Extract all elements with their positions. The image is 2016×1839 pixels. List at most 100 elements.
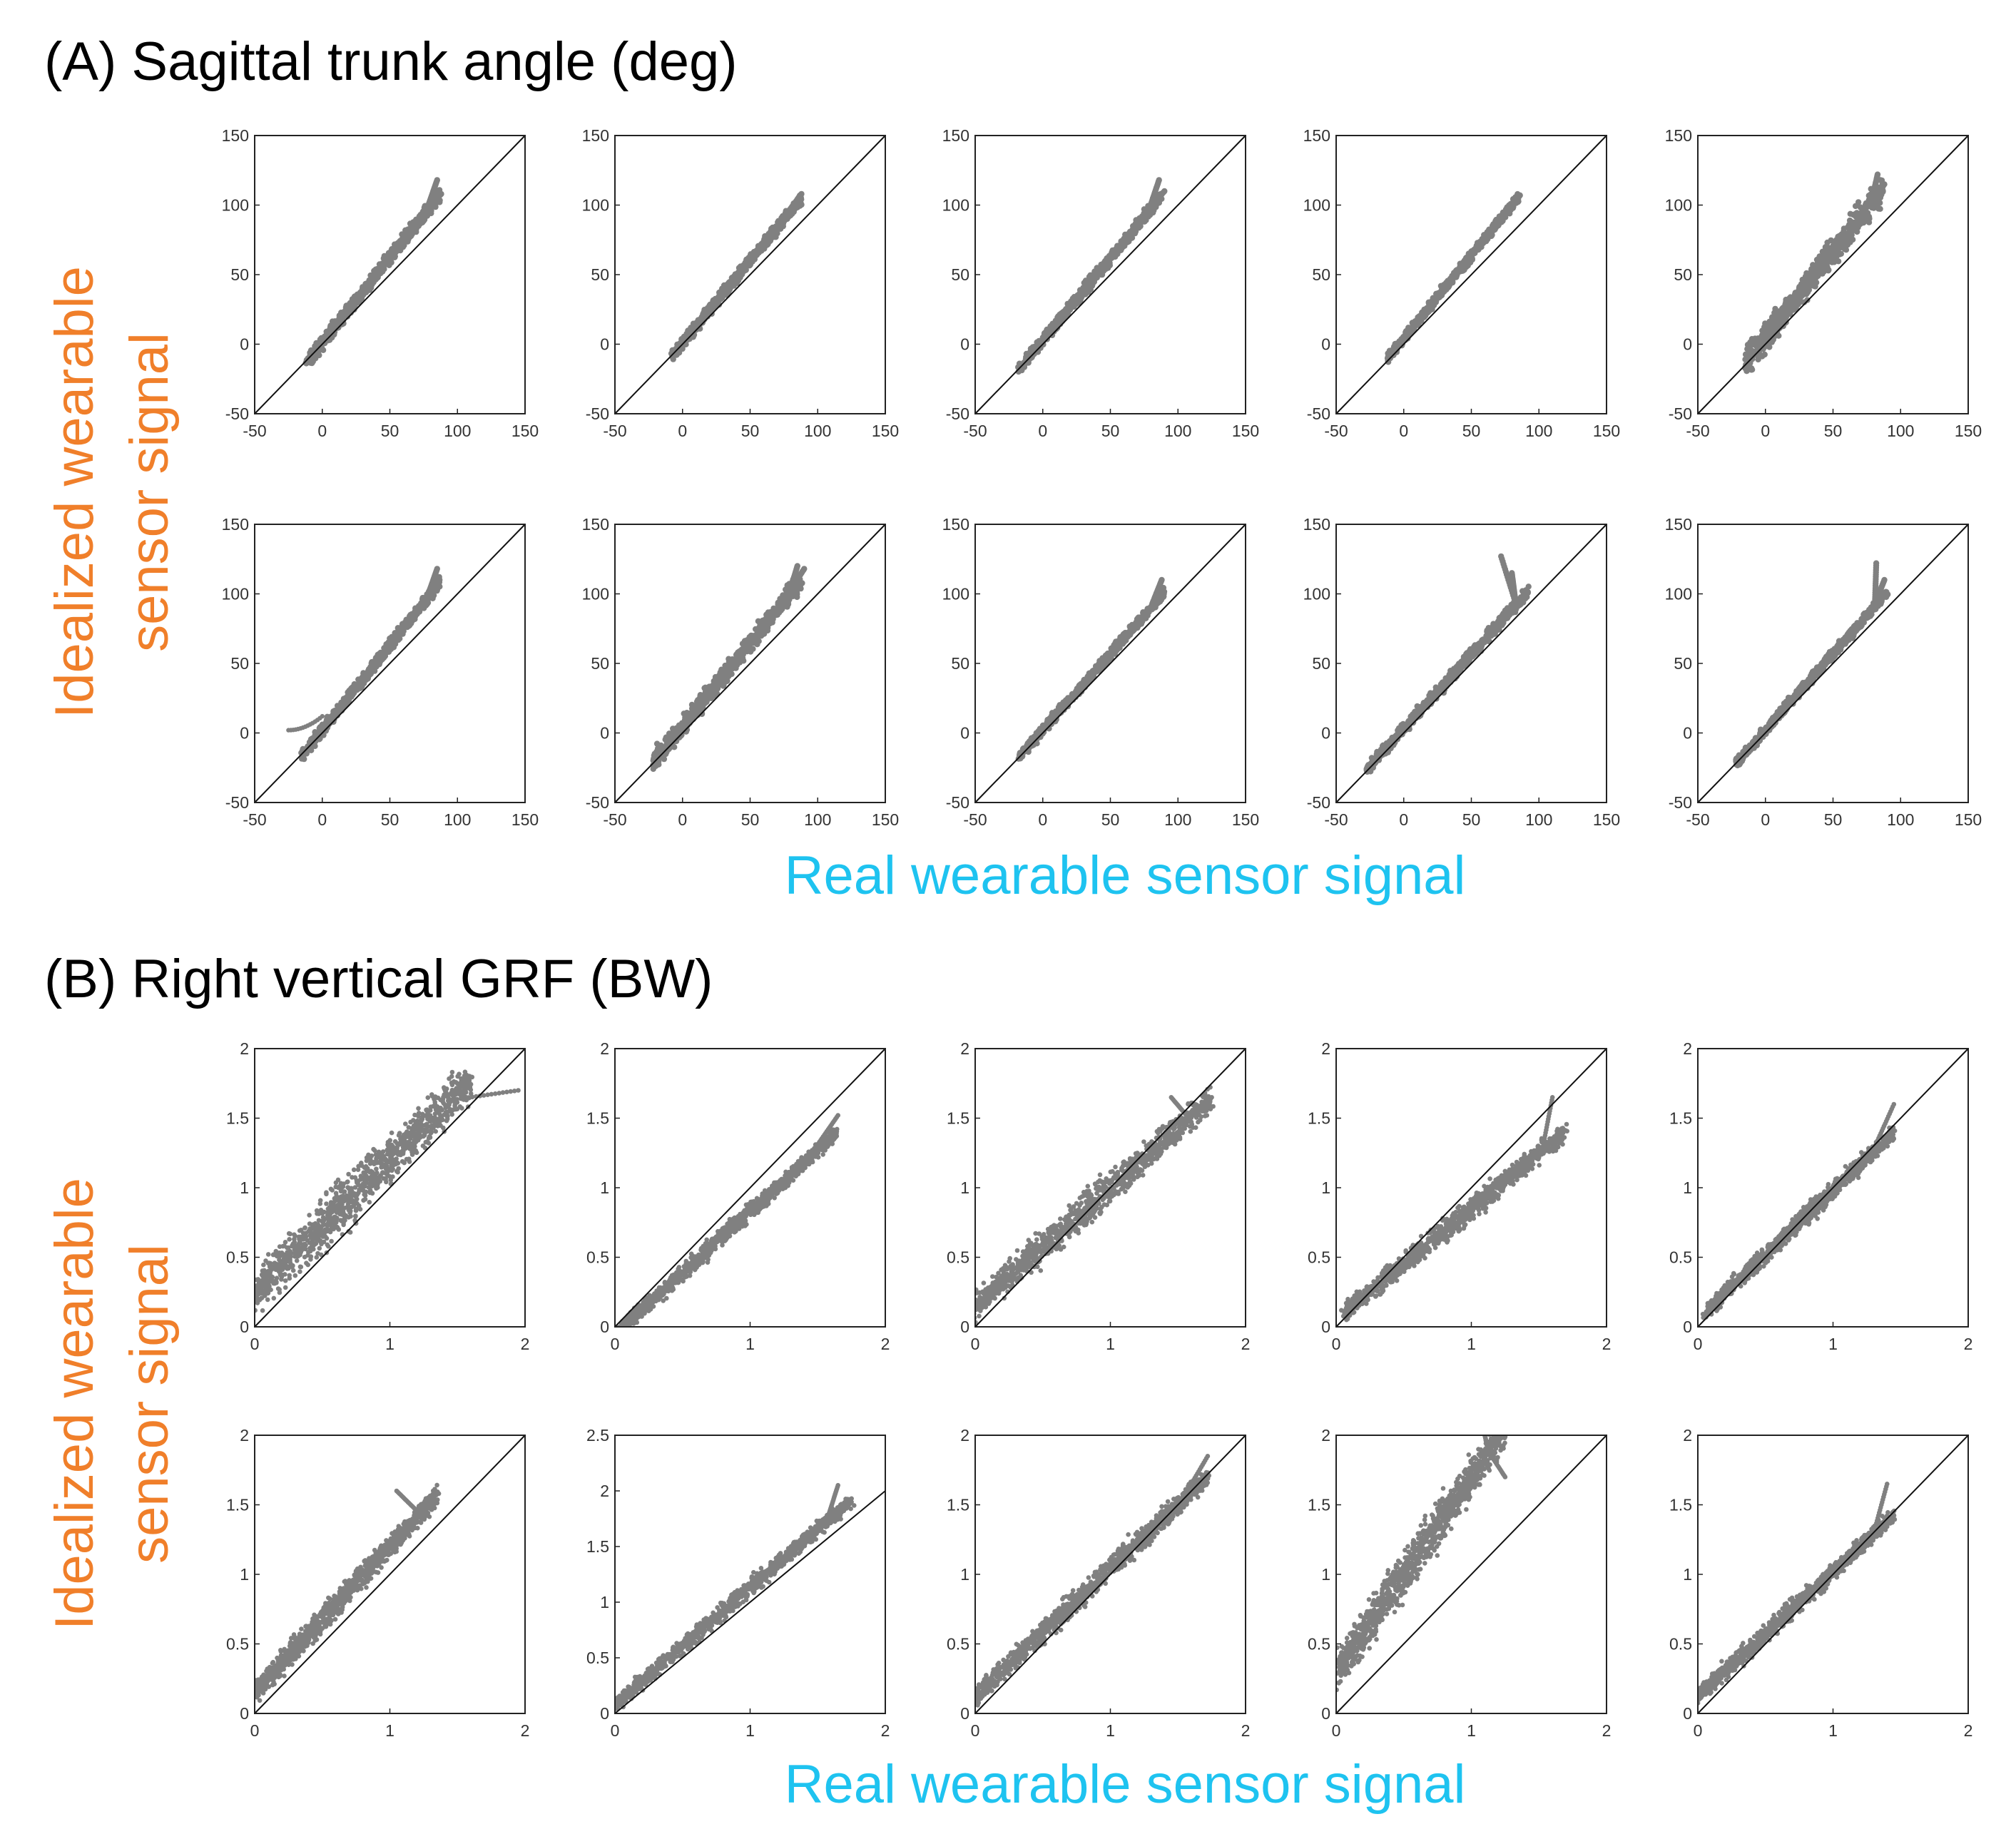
- data-point: [1760, 334, 1767, 340]
- data-point: [302, 360, 309, 366]
- data-point: [1477, 242, 1485, 249]
- data-point: [733, 275, 740, 282]
- data-point: [1863, 200, 1870, 207]
- data-point: [1748, 348, 1755, 355]
- data-point: [1773, 322, 1781, 328]
- x-tick-label: 0: [317, 810, 327, 829]
- data-point: [360, 678, 367, 685]
- y-tick-label: 150: [222, 126, 249, 145]
- data-point: [434, 581, 441, 588]
- data-point: [1869, 204, 1875, 210]
- y-tick-label: 150: [582, 126, 609, 145]
- point-cloud: [650, 563, 808, 773]
- data-point: [1772, 305, 1778, 312]
- data-point: [1767, 322, 1773, 329]
- y-tick-label: 150: [1303, 126, 1330, 145]
- data-point: [1141, 215, 1149, 223]
- y-tick-label: 50: [1674, 265, 1692, 284]
- data-point: [1465, 257, 1471, 264]
- data-point: [1795, 287, 1802, 295]
- data-point: [1069, 302, 1075, 308]
- data-point: [670, 356, 676, 362]
- x-tick-label: 100: [444, 422, 471, 440]
- data-point: [344, 307, 351, 315]
- data-point: [1855, 199, 1862, 205]
- data-point: [1849, 236, 1856, 243]
- data-point: [409, 226, 417, 233]
- data-point: [357, 290, 364, 297]
- x-tick-label: 0: [1038, 422, 1047, 440]
- data-point: [308, 747, 315, 754]
- x-tick-label: -50: [963, 422, 987, 440]
- data-point: [1847, 210, 1853, 217]
- data-point: [1801, 276, 1808, 282]
- data-point: [402, 619, 408, 626]
- y-tick-label: 0: [600, 335, 609, 354]
- data-point: [745, 257, 752, 263]
- y-tick-label: 0: [240, 335, 249, 354]
- data-point: [375, 651, 382, 658]
- data-point: [762, 233, 768, 240]
- data-point: [1076, 292, 1083, 299]
- data-point: [743, 262, 750, 268]
- data-point: [313, 731, 320, 738]
- section-a-title: (A) Sagittal trunk angle (deg): [44, 31, 738, 92]
- y-tick-label: -50: [1669, 404, 1692, 423]
- data-point: [1063, 306, 1069, 313]
- data-point: [729, 275, 735, 281]
- y-tick-label: 150: [222, 515, 249, 534]
- data-point: [1098, 271, 1104, 278]
- data-point: [1427, 302, 1434, 309]
- x-tick-label: 150: [1955, 422, 1982, 440]
- data-point: [300, 754, 306, 760]
- data-point: [1091, 278, 1098, 285]
- y-tick-label: -50: [225, 404, 249, 423]
- point-cloud: [1384, 190, 1523, 365]
- data-point-tip: [1156, 177, 1162, 183]
- x-tick-label: -50: [1686, 422, 1709, 440]
- data-point: [1472, 247, 1478, 253]
- data-point: [1034, 342, 1040, 349]
- data-point: [365, 671, 372, 678]
- data-point: [1780, 312, 1786, 319]
- data-point: [1042, 333, 1048, 340]
- data-point: [1120, 237, 1126, 243]
- identity-line: [254, 135, 526, 414]
- data-point: [1796, 293, 1803, 300]
- identity-line: [1335, 135, 1607, 414]
- section-a-ylabel-line2: sensor signal: [119, 332, 180, 652]
- section-b-xlabel: Real wearable sensor signal: [785, 1754, 1466, 1815]
- identity-line: [254, 524, 526, 803]
- data-point: [374, 272, 380, 278]
- data-point: [389, 633, 395, 641]
- section-b-ylabel-line1: Idealized wearable: [44, 1178, 105, 1630]
- data-point: [1804, 289, 1811, 295]
- data-point: [1386, 350, 1393, 356]
- data-point: [310, 348, 317, 355]
- data-point: [349, 304, 356, 310]
- data-point: [1494, 221, 1501, 228]
- data-point: [1417, 314, 1424, 320]
- data-point: [1112, 253, 1119, 260]
- data-point: [355, 297, 361, 303]
- data-point: [399, 231, 405, 238]
- data-point: [735, 265, 743, 271]
- data-point: [1435, 292, 1441, 298]
- data-point: [1825, 258, 1831, 264]
- data-point: [309, 360, 315, 367]
- data-point: [399, 238, 405, 245]
- data-point-tip: [1161, 188, 1168, 195]
- data-point: [1838, 250, 1844, 257]
- data-point: [1757, 340, 1763, 346]
- data-point: [386, 252, 392, 258]
- y-tick-label: 150: [1665, 126, 1692, 145]
- data-point: [1811, 280, 1818, 287]
- section-b-title: (B) Right vertical GRF (BW): [44, 949, 713, 1009]
- data-point: [417, 218, 423, 225]
- data-point: [1744, 342, 1751, 348]
- y-tick-label: -50: [946, 404, 969, 423]
- data-point: [686, 327, 692, 334]
